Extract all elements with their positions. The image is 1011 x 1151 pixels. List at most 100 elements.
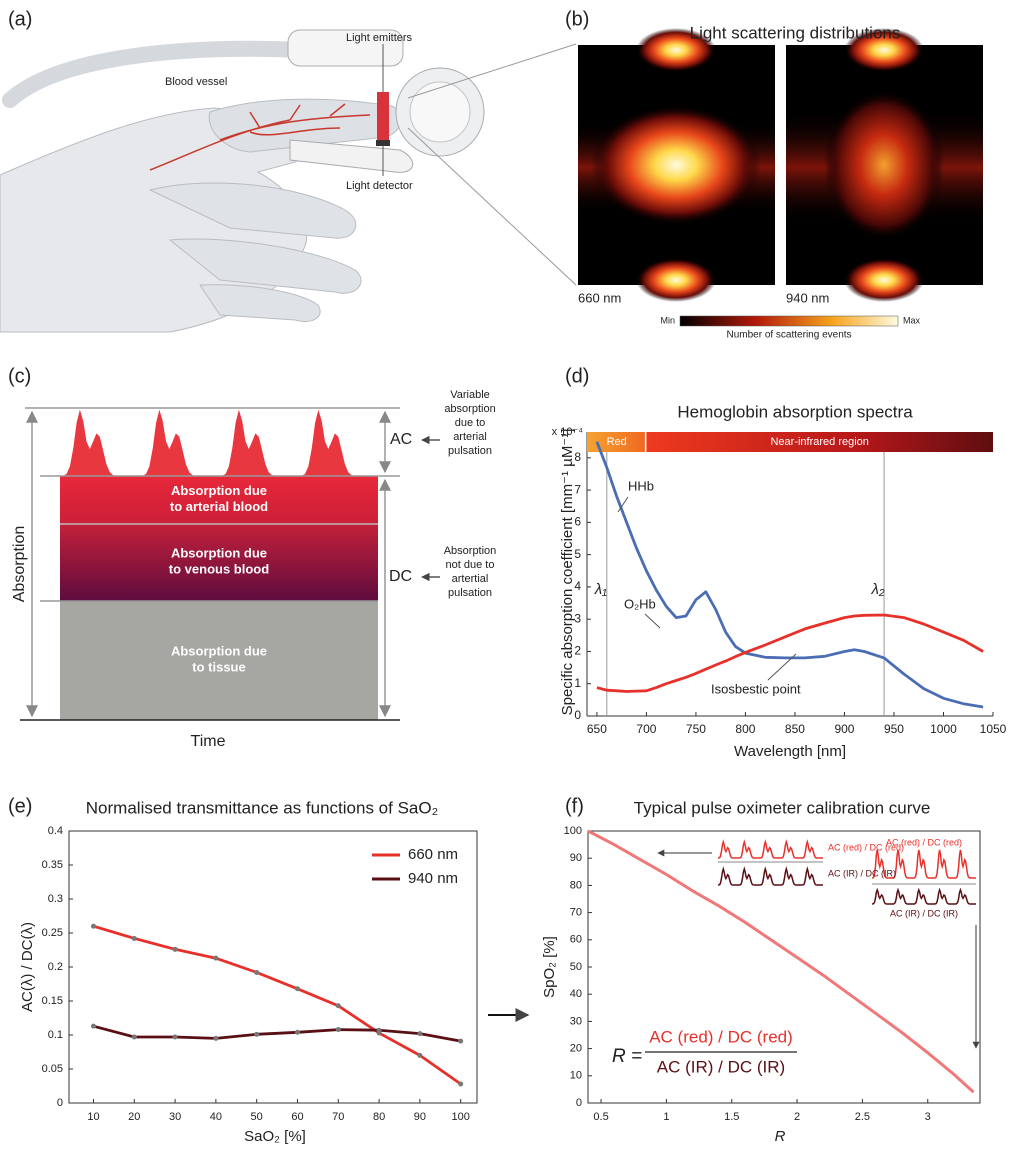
leader-line xyxy=(645,614,660,628)
point xyxy=(377,1028,382,1033)
point xyxy=(213,1036,218,1041)
y-tick-label: 6 xyxy=(574,515,581,529)
point xyxy=(213,956,218,961)
label: Light emitters xyxy=(346,32,413,44)
y-tick-label: 60 xyxy=(570,934,582,946)
text-line: Absorption due xyxy=(171,483,267,498)
y-tick-label: 70 xyxy=(570,907,582,919)
point xyxy=(295,1030,300,1035)
chart-title: Hemoglobin absorption spectra xyxy=(677,402,913,421)
x-tick-label: 850 xyxy=(785,722,805,736)
region-label: Red xyxy=(607,436,627,448)
axis-label: Time xyxy=(191,733,226,750)
point xyxy=(173,947,178,952)
x-tick-label: 70 xyxy=(332,1111,344,1123)
x-tick-label: 750 xyxy=(686,722,706,736)
text-line: to tissue xyxy=(192,660,245,675)
axis-multiplier: x 10⁻⁴ xyxy=(552,426,584,438)
ac-label: AC xyxy=(390,431,412,448)
y-axis-label: SpO₂ [%] xyxy=(541,936,558,998)
series-annotation: HHb xyxy=(628,478,654,493)
text-line: Variable xyxy=(450,389,490,401)
panel-label: (b) xyxy=(565,8,589,30)
panel-label: (c) xyxy=(8,365,31,387)
x-tick-label: 2 xyxy=(794,1111,800,1123)
multiline-text: Variableabsorptiondue toarterialpulsatio… xyxy=(444,389,495,457)
series-annotation: O₂Hb xyxy=(624,596,656,611)
point xyxy=(173,1035,178,1040)
y-tick-label: 7 xyxy=(574,482,581,496)
x-tick-label: 700 xyxy=(636,722,656,736)
chart-title: Normalised transmittance as functions of… xyxy=(86,798,438,817)
x-tick-label: 80 xyxy=(373,1111,385,1123)
panel-label: (a) xyxy=(8,8,32,30)
x-tick-label: 100 xyxy=(452,1111,470,1123)
x-tick-label: 60 xyxy=(291,1111,303,1123)
x-axis-label: SaO₂ [%] xyxy=(244,1128,306,1145)
y-tick-label: 50 xyxy=(570,961,582,973)
figure: (a) (b) (c) (d) (e) (f) Light emitters B… xyxy=(0,0,1011,1151)
point xyxy=(417,1031,422,1036)
legend-label: 660 nm xyxy=(408,846,458,863)
text-line: artertial xyxy=(452,573,489,585)
x-tick-label: 30 xyxy=(169,1111,181,1123)
text-line: due to xyxy=(455,417,486,429)
y-tick-label: 0.4 xyxy=(48,825,63,837)
panel-title: Light scattering distributions xyxy=(690,23,901,42)
y-tick-label: 20 xyxy=(570,1043,582,1055)
y-axis-label: AC(λ) / DC(λ) xyxy=(19,922,36,1012)
dc-label: DC xyxy=(389,568,412,585)
y-tick-label: 0.15 xyxy=(42,995,63,1007)
x-tick-label: 800 xyxy=(735,722,755,736)
marker-label: λ₂ xyxy=(871,581,885,598)
connectors xyxy=(488,842,976,1052)
y-tick-label: 5 xyxy=(574,547,581,561)
y-tick-label: 4 xyxy=(574,579,581,593)
text-line: pulsation xyxy=(448,445,492,457)
y-tick-label: 30 xyxy=(570,1015,582,1027)
point xyxy=(417,1053,422,1058)
panel-label: (d) xyxy=(565,365,589,387)
formula-denominator: AC (IR) / DC (IR) xyxy=(657,1057,785,1076)
x-tick-label: 90 xyxy=(414,1111,426,1123)
label: Light detector xyxy=(346,180,413,192)
point xyxy=(254,1032,259,1037)
y-tick-label: 100 xyxy=(564,825,582,837)
y-axis-label: Specific absorption coefficient [mm⁻¹ µM… xyxy=(559,429,576,716)
text-line: to arterial blood xyxy=(170,499,268,514)
point xyxy=(254,970,259,975)
point xyxy=(295,986,300,991)
y-tick-label: 0 xyxy=(574,708,581,722)
y-tick-label: 0 xyxy=(57,1097,63,1109)
point xyxy=(458,1039,463,1044)
text-line: pulsation xyxy=(448,587,492,599)
image-label: 940 nm xyxy=(786,290,829,305)
text-line: Absorption xyxy=(444,545,497,557)
point xyxy=(91,924,96,929)
y-tick-label: 0.25 xyxy=(42,927,63,939)
x-tick-label: 2.5 xyxy=(855,1111,870,1123)
x-tick-label: 950 xyxy=(884,722,904,736)
x-tick-label: 900 xyxy=(834,722,854,736)
legend-label: 940 nm xyxy=(408,870,458,887)
y-tick-label: 0.05 xyxy=(42,1063,63,1075)
series-line xyxy=(94,926,461,1084)
x-axis-label: Wavelength [nm] xyxy=(734,743,846,760)
x-tick-label: 650 xyxy=(587,722,607,736)
point xyxy=(458,1081,463,1086)
text-line: Absorption due xyxy=(171,546,267,561)
y-tick-label: 0.35 xyxy=(42,859,63,871)
text-line: arterial xyxy=(453,431,487,443)
formula-numerator: AC (red) / DC (red) xyxy=(649,1027,793,1046)
image-label: 660 nm xyxy=(578,290,621,305)
y-tick-label: 0.3 xyxy=(48,893,63,905)
point xyxy=(132,936,137,941)
y-tick-label: 90 xyxy=(570,852,582,864)
annotation: Isosbestic point xyxy=(711,681,801,696)
axis-label: Absorption xyxy=(11,526,28,603)
x-axis-label: R xyxy=(775,1128,786,1145)
point xyxy=(336,1003,341,1008)
point xyxy=(132,1035,137,1040)
